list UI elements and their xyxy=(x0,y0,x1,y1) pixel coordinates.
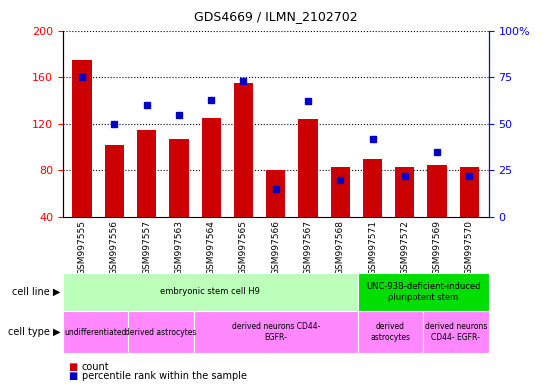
Text: derived
astrocytes: derived astrocytes xyxy=(370,323,411,342)
Bar xyxy=(358,273,489,311)
Bar xyxy=(363,159,382,217)
Text: embryonic stem cell H9: embryonic stem cell H9 xyxy=(161,287,260,296)
Text: GSM997568: GSM997568 xyxy=(336,220,345,275)
Text: GSM997572: GSM997572 xyxy=(400,220,410,275)
Text: GSM997571: GSM997571 xyxy=(368,220,377,275)
Text: GSM997569: GSM997569 xyxy=(432,220,442,275)
Text: GSM997567: GSM997567 xyxy=(304,220,312,275)
Bar xyxy=(194,311,358,353)
Text: derived astrocytes: derived astrocytes xyxy=(126,328,197,337)
Bar xyxy=(128,311,194,353)
Bar xyxy=(330,167,350,217)
Bar xyxy=(266,170,286,217)
Text: UNC-93B-deficient-induced
pluripotent stem: UNC-93B-deficient-induced pluripotent st… xyxy=(366,282,480,301)
Bar xyxy=(460,167,479,217)
Text: GSM997563: GSM997563 xyxy=(174,220,183,275)
Bar xyxy=(63,311,128,353)
Text: GSM997565: GSM997565 xyxy=(239,220,248,275)
Text: count: count xyxy=(82,362,110,372)
Text: GSM997555: GSM997555 xyxy=(78,220,87,275)
Text: GSM997564: GSM997564 xyxy=(207,220,216,275)
Bar xyxy=(428,165,447,217)
Text: ■: ■ xyxy=(68,371,78,381)
Bar xyxy=(423,311,489,353)
Bar xyxy=(298,119,318,217)
Text: GSM997557: GSM997557 xyxy=(142,220,151,275)
Bar xyxy=(73,60,92,217)
Bar xyxy=(358,311,423,353)
Text: derived neurons
CD44- EGFR-: derived neurons CD44- EGFR- xyxy=(425,323,487,342)
Text: GSM997566: GSM997566 xyxy=(271,220,280,275)
Text: derived neurons CD44-
EGFR-: derived neurons CD44- EGFR- xyxy=(232,323,320,342)
Text: GSM997570: GSM997570 xyxy=(465,220,474,275)
Bar xyxy=(234,83,253,217)
Bar xyxy=(201,118,221,217)
Text: undifferentiated: undifferentiated xyxy=(64,328,127,337)
Text: cell line ▶: cell line ▶ xyxy=(11,287,60,297)
Bar xyxy=(63,273,358,311)
Text: cell type ▶: cell type ▶ xyxy=(8,327,60,337)
Bar xyxy=(169,139,188,217)
Bar xyxy=(105,145,124,217)
Text: ■: ■ xyxy=(68,362,78,372)
Bar xyxy=(137,130,156,217)
Text: GDS4669 / ILMN_2102702: GDS4669 / ILMN_2102702 xyxy=(194,10,358,23)
Text: percentile rank within the sample: percentile rank within the sample xyxy=(82,371,247,381)
Text: GSM997556: GSM997556 xyxy=(110,220,119,275)
Bar xyxy=(395,167,414,217)
